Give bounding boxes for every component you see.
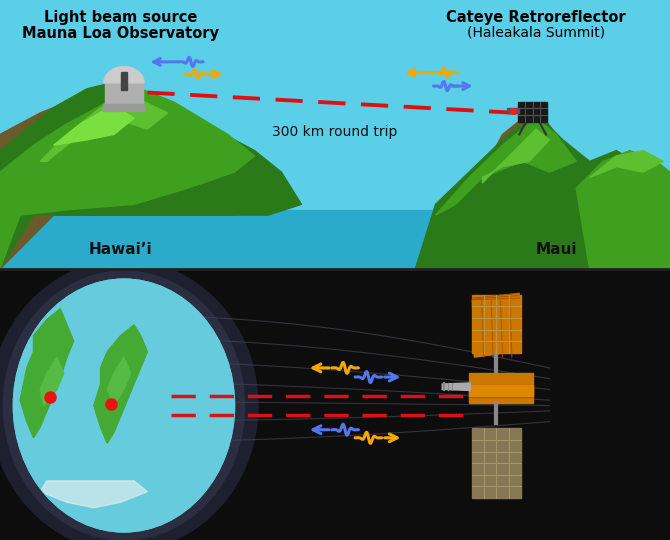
- Text: Cateye Retroreflector: Cateye Retroreflector: [446, 10, 626, 25]
- Text: Light beam source: Light beam source: [44, 10, 197, 25]
- Polygon shape: [94, 325, 147, 443]
- Bar: [518, 102, 547, 122]
- Wedge shape: [104, 67, 144, 83]
- Bar: [469, 373, 533, 403]
- Polygon shape: [20, 309, 74, 438]
- Bar: [103, 104, 145, 111]
- Ellipse shape: [13, 279, 234, 532]
- Polygon shape: [54, 105, 134, 145]
- Ellipse shape: [0, 260, 258, 540]
- Polygon shape: [0, 80, 302, 269]
- Text: Maui: Maui: [535, 242, 577, 257]
- Polygon shape: [472, 294, 521, 357]
- Text: Hawaiʼi: Hawaiʼi: [89, 242, 152, 257]
- Bar: [121, 71, 127, 90]
- Bar: [469, 385, 533, 396]
- Polygon shape: [0, 80, 281, 269]
- Polygon shape: [40, 357, 64, 406]
- Polygon shape: [436, 118, 576, 215]
- Text: Mauna Loa Observatory: Mauna Loa Observatory: [22, 26, 219, 41]
- Polygon shape: [415, 107, 670, 269]
- Polygon shape: [576, 151, 670, 269]
- Polygon shape: [40, 97, 168, 161]
- Polygon shape: [0, 89, 255, 269]
- Bar: [0, 210, 670, 269]
- Text: 300 km round trip: 300 km round trip: [272, 125, 398, 139]
- Text: (Haleakala Summit): (Haleakala Summit): [467, 26, 605, 40]
- Polygon shape: [482, 129, 549, 183]
- Polygon shape: [40, 481, 147, 508]
- Bar: [105, 83, 143, 105]
- Polygon shape: [415, 113, 670, 269]
- Ellipse shape: [3, 271, 245, 540]
- Bar: [472, 295, 521, 353]
- Polygon shape: [107, 357, 131, 406]
- Bar: [472, 428, 521, 498]
- Bar: [507, 108, 519, 113]
- Ellipse shape: [13, 279, 234, 532]
- Polygon shape: [442, 383, 470, 390]
- Polygon shape: [590, 151, 663, 178]
